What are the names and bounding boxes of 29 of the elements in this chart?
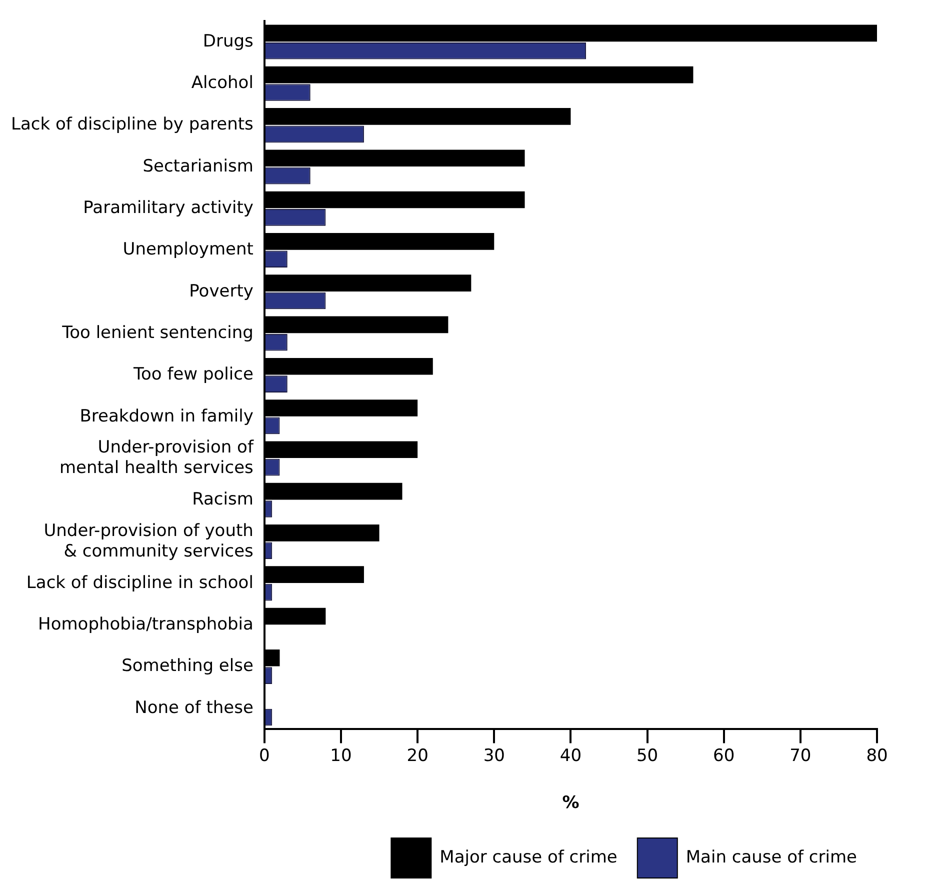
x-tick-label: 60 (713, 746, 735, 766)
y-tick-label: Sectarianism (142, 156, 254, 176)
x-tick-label: 30 (483, 746, 505, 766)
x-tick-label: 10 (330, 746, 352, 766)
y-tick-label: Homophobia/transphobia (38, 614, 254, 635)
y-tick-label: Too few police (132, 364, 254, 385)
y-tick-label: Too lenient sentencing (61, 322, 254, 343)
y-tick-label: Something else (122, 656, 254, 676)
y-tick-label: Racism (192, 490, 254, 510)
y-tick-label: Lack of discipline in school (26, 572, 254, 593)
x-tick-label: 50 (636, 746, 658, 766)
y-tick-label: Unemployment (122, 240, 254, 260)
y-tick-label: Under-provision of youth & community services (44, 521, 254, 562)
legend-label: Major cause of crime (440, 847, 618, 868)
x-tick-label: 40 (560, 746, 582, 766)
y-tick-label: Paramilitary activity (83, 198, 254, 218)
x-axis-title: % (562, 793, 580, 814)
y-tick-label: Poverty (189, 281, 254, 302)
y-tick-label: None of these (134, 698, 254, 718)
x-tick-label: 70 (790, 746, 812, 766)
y-tick-label: Breakdown in family (80, 406, 254, 426)
legend-label: Main cause of crime (686, 847, 858, 868)
x-tick-label: 80 (866, 746, 888, 766)
y-tick-label: Alcohol (191, 73, 254, 94)
x-tick-label: 0 (259, 746, 270, 766)
y-tick-label: Lack of discipline by parents (10, 114, 254, 135)
y-tick-label: Under-provision of mental health services (59, 438, 254, 478)
y-tick-label: Drugs (202, 31, 254, 52)
x-tick-label: 20 (406, 746, 428, 766)
